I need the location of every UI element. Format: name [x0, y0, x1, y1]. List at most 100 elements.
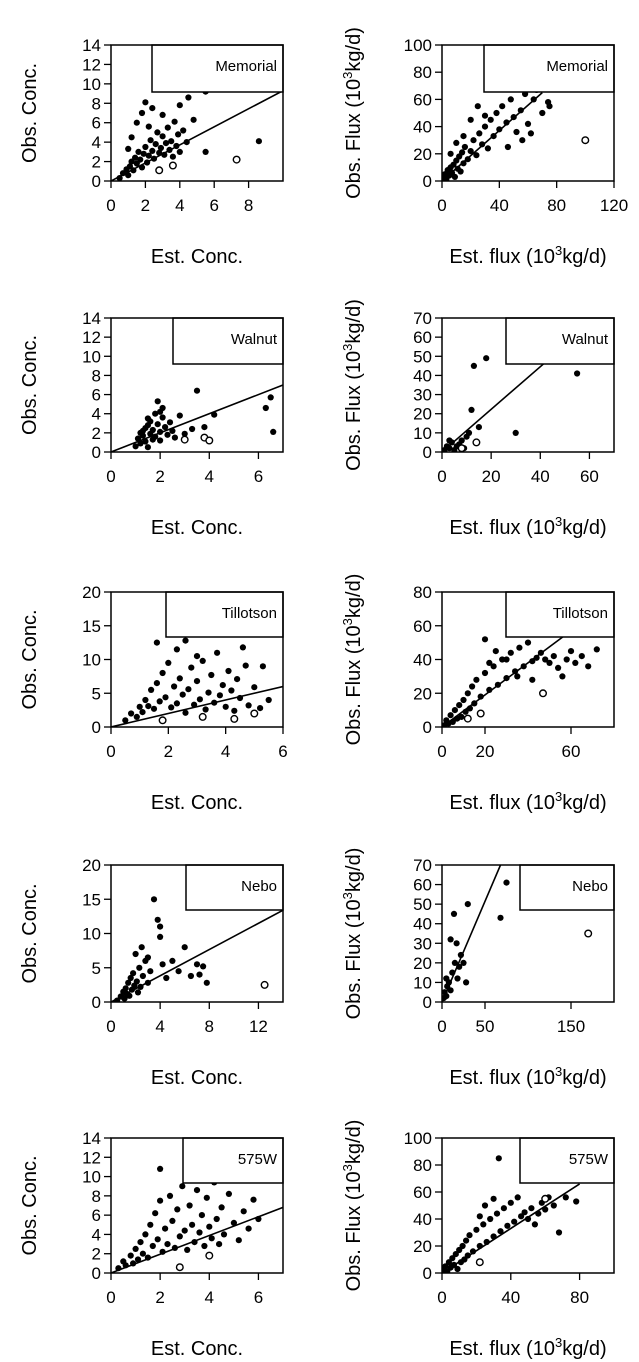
y-tick-label: 20 — [413, 954, 432, 973]
x-tick-label: 2 — [141, 196, 150, 215]
x-axis-title: Est. flux (103kg/d) — [449, 243, 606, 268]
data-point — [503, 119, 510, 126]
data-point — [504, 143, 511, 151]
data-point — [507, 649, 514, 656]
data-point — [162, 694, 169, 701]
data-point — [259, 663, 266, 670]
outlier-point — [463, 714, 472, 723]
points-group — [442, 86, 590, 181]
data-point — [574, 370, 581, 377]
data-point — [162, 1225, 169, 1232]
data-point — [166, 1192, 174, 1199]
x-axis-title: Est. flux (103kg/d) — [449, 789, 606, 814]
data-point — [528, 1205, 535, 1212]
y-tick-label: 5 — [92, 684, 101, 703]
y-tick-label: 60 — [413, 90, 432, 109]
data-point — [132, 950, 139, 958]
data-point — [459, 149, 466, 156]
data-point — [121, 995, 128, 1002]
data-point — [162, 140, 170, 147]
y-axis-title: Obs. Flux (103kg/d) — [340, 848, 365, 1020]
data-point — [202, 148, 209, 155]
data-point — [166, 419, 174, 426]
data-point — [137, 156, 144, 163]
data-point — [457, 168, 464, 175]
y-tick-label: 100 — [404, 36, 432, 55]
y-tick-label: 0 — [423, 172, 432, 191]
data-point — [205, 689, 212, 696]
data-point — [157, 1165, 164, 1172]
x-tick-label: 80 — [570, 1288, 589, 1307]
data-point — [208, 671, 215, 679]
data-point — [190, 116, 197, 123]
fit-line — [111, 89, 283, 181]
data-point — [202, 706, 209, 713]
x-tick-label: 4 — [205, 1288, 214, 1307]
site-label-box — [505, 591, 615, 638]
x-tick-label: 0 — [106, 467, 115, 486]
site-label-box — [172, 317, 284, 365]
y-tick-label: 40 — [413, 366, 432, 385]
data-point — [157, 923, 164, 930]
data-point — [218, 1204, 225, 1211]
y-tick-label: 0 — [423, 1264, 432, 1283]
data-point — [156, 698, 163, 705]
data-point — [529, 658, 536, 665]
data-point — [188, 664, 195, 671]
data-point — [481, 669, 489, 677]
y-tick-label: 2 — [92, 424, 101, 443]
y-tick-label: 20 — [82, 583, 101, 602]
data-point — [144, 444, 151, 451]
x-tick-label: 4 — [175, 196, 184, 215]
data-point — [234, 676, 241, 683]
data-point — [469, 1248, 477, 1255]
y-tick-label: 6 — [92, 386, 101, 405]
y-tick-label: 30 — [413, 934, 432, 953]
y-tick-label: 10 — [82, 347, 101, 366]
data-point — [469, 683, 476, 690]
outlier-point — [180, 435, 189, 444]
outlier-point — [205, 1251, 214, 1260]
y-tick-label: 5 — [92, 959, 101, 978]
data-point — [137, 1239, 144, 1246]
data-point — [147, 1221, 154, 1228]
data-point — [176, 1233, 183, 1240]
data-point — [187, 972, 194, 980]
site-label-box — [182, 1137, 284, 1184]
plot-frame — [110, 44, 284, 182]
data-point — [454, 975, 461, 982]
data-point — [222, 703, 229, 710]
data-point — [465, 429, 473, 436]
x-tick-label: 6 — [254, 467, 263, 486]
x-tick-label: 2 — [155, 467, 164, 486]
outlier-point — [476, 709, 485, 718]
data-point — [140, 150, 147, 157]
x-tick-label: 8 — [244, 196, 253, 215]
data-point — [132, 154, 139, 161]
data-point — [169, 957, 176, 965]
data-point — [251, 684, 258, 691]
data-point — [464, 901, 471, 908]
data-point — [142, 696, 149, 704]
y-tick-label: 60 — [413, 876, 432, 895]
x-tick-label: 0 — [106, 1288, 115, 1307]
data-point — [481, 112, 489, 119]
data-point — [145, 123, 152, 130]
data-point — [185, 686, 192, 693]
y-tick-label: 0 — [92, 1264, 101, 1283]
site-label: Nebo — [572, 878, 608, 895]
data-point — [454, 1265, 461, 1273]
data-point — [154, 1236, 161, 1243]
data-point — [555, 664, 562, 672]
data-point — [473, 1226, 480, 1233]
x-tick-label: 20 — [482, 467, 501, 486]
data-point — [539, 109, 546, 117]
x-tick-label: 0 — [437, 467, 446, 486]
y-tick-label: 10 — [82, 651, 101, 670]
data-point — [181, 430, 188, 437]
data-point — [157, 437, 164, 444]
data-point — [179, 1183, 186, 1190]
y-axis-title: Obs. Conc. — [19, 609, 41, 709]
data-point — [208, 1235, 215, 1242]
data-point — [159, 414, 166, 421]
